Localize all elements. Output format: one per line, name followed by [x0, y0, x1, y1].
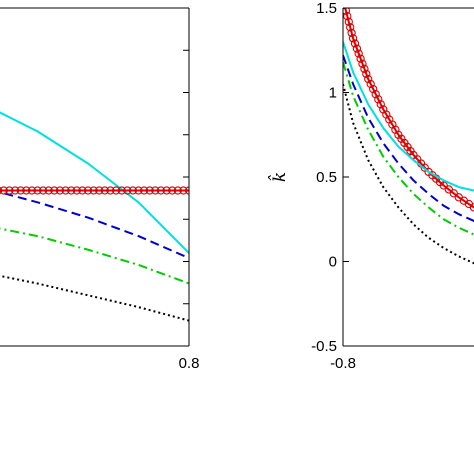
- series-line-0: [344, 8, 474, 209]
- series-line-3: [0, 227, 189, 285]
- series-marker-2: [123, 186, 132, 195]
- series-marker-0: [358, 59, 367, 68]
- series-marker-2: [95, 186, 104, 195]
- series-marker-2: [151, 186, 160, 195]
- y-tick-label: 1: [329, 85, 337, 102]
- series-marker-0: [354, 49, 363, 58]
- series-marker-2: [128, 186, 138, 195]
- y-tick-label: 1.5: [316, 0, 337, 17]
- series-marker-0: [344, 17, 353, 26]
- right-panel: -0.8-0.4-0.500.511.5k̂: [268, 0, 474, 372]
- y-tick-label: 0.5: [316, 169, 337, 186]
- series-marker-0: [366, 79, 375, 89]
- series-marker-0: [348, 34, 358, 43]
- series-marker-2: [16, 186, 25, 195]
- series-marker-2: [67, 186, 76, 195]
- series-marker-2: [72, 186, 81, 195]
- series-marker-0: [360, 64, 369, 73]
- left-panel: 0.40.8: [0, 7, 200, 372]
- x-tick-label: -0.8: [330, 355, 356, 372]
- series-marker-0: [343, 8, 351, 15]
- axes: 0.40.8: [0, 7, 200, 372]
- series-marker-2: [111, 186, 121, 195]
- series-marker-2: [44, 186, 53, 195]
- series-marker-0: [350, 39, 360, 48]
- series-marker-2: [100, 186, 109, 195]
- series-marker-2: [145, 186, 154, 195]
- series-line-2: [343, 54, 474, 222]
- series-line-0: [0, 111, 189, 254]
- series-marker-2: [78, 186, 87, 195]
- y-tick-label: -0.5: [311, 338, 337, 355]
- series-marker-2: [179, 186, 188, 195]
- series-marker-0: [371, 90, 380, 99]
- series-marker-2: [173, 186, 182, 195]
- series-marker-2: [5, 186, 14, 195]
- series-line-1: [343, 41, 474, 192]
- series-line-1: [0, 191, 189, 260]
- axes: -0.8-0.4-0.500.511.5k̂: [268, 0, 474, 372]
- series-marker-0: [376, 100, 385, 109]
- series-marker-0: [362, 69, 371, 79]
- series-marker-2: [106, 186, 115, 195]
- series-marker-0: [352, 44, 362, 53]
- series-marker-0: [343, 12, 352, 21]
- x-tick-label: 0.8: [179, 355, 200, 372]
- series-marker-2: [168, 186, 177, 195]
- series-marker-2: [27, 186, 37, 195]
- series-marker-2: [117, 186, 126, 195]
- series-marker-2: [0, 186, 8, 195]
- series-marker-0: [343, 8, 348, 10]
- series-marker-2: [55, 186, 65, 195]
- series-marker-2: [61, 186, 70, 195]
- series-marker-0: [364, 74, 373, 84]
- series-marker-0: [356, 54, 365, 63]
- series-marker-0: [369, 84, 378, 94]
- series-marker-2: [162, 186, 171, 195]
- series-marker-2: [89, 186, 98, 195]
- series-marker-2: [50, 186, 59, 195]
- series-marker-2: [33, 186, 42, 195]
- series-marker-0: [339, 0, 346, 3]
- series-marker-2: [134, 186, 143, 195]
- series-marker-0: [439, 181, 448, 190]
- series-marker-0: [374, 95, 383, 104]
- series-marker-0: [346, 23, 355, 32]
- y-axis-label: k̂: [268, 172, 290, 182]
- series-marker-2: [139, 186, 149, 195]
- series-marker-0: [347, 28, 356, 38]
- y-tick-label: 0: [329, 254, 337, 271]
- series-line-4: [343, 83, 474, 265]
- series-marker-2: [83, 186, 93, 195]
- plot-area: [339, 0, 474, 265]
- series-marker-2: [0, 186, 3, 195]
- series-marker-2: [10, 186, 20, 195]
- series-line-4: [0, 274, 189, 322]
- plot-area: [0, 111, 189, 322]
- series-marker-2: [38, 186, 48, 195]
- series-marker-2: [156, 186, 166, 195]
- series-marker-0: [449, 189, 458, 198]
- series-marker-2: [22, 186, 31, 195]
